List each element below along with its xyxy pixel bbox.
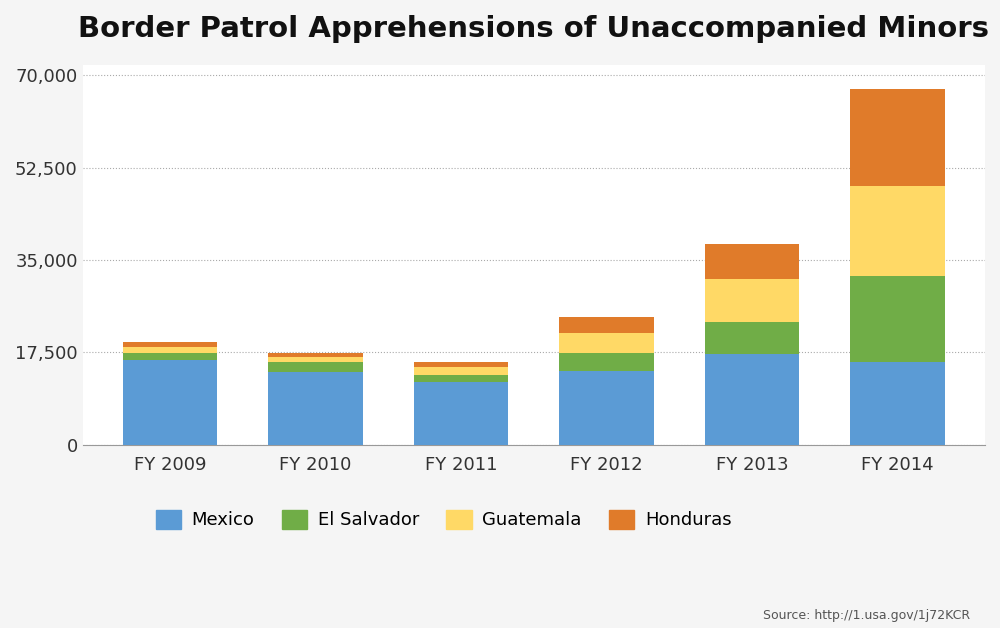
Bar bbox=[414, 382, 508, 445]
Bar bbox=[123, 347, 217, 353]
Bar bbox=[559, 354, 654, 371]
Bar bbox=[705, 354, 799, 445]
Bar bbox=[123, 342, 217, 347]
Bar bbox=[268, 372, 363, 445]
Bar bbox=[850, 89, 945, 186]
Bar bbox=[123, 353, 217, 359]
Bar bbox=[850, 362, 945, 445]
Bar bbox=[268, 357, 363, 362]
Bar bbox=[705, 322, 799, 354]
Bar bbox=[705, 279, 799, 322]
Bar bbox=[268, 362, 363, 372]
Bar bbox=[123, 359, 217, 445]
Bar bbox=[414, 375, 508, 382]
Bar bbox=[559, 371, 654, 445]
Text: Source: http://1.usa.gov/1j72KCR: Source: http://1.usa.gov/1j72KCR bbox=[763, 609, 970, 622]
Bar bbox=[850, 276, 945, 362]
Bar bbox=[559, 333, 654, 354]
Legend: Mexico, El Salvador, Guatemala, Honduras: Mexico, El Salvador, Guatemala, Honduras bbox=[148, 503, 739, 537]
Bar bbox=[414, 367, 508, 375]
Bar bbox=[850, 186, 945, 276]
Bar bbox=[414, 362, 508, 367]
Bar bbox=[559, 317, 654, 333]
Bar bbox=[268, 353, 363, 357]
Title: Border Patrol Apprehensions of Unaccompanied Minors: Border Patrol Apprehensions of Unaccompa… bbox=[78, 15, 989, 43]
Bar bbox=[705, 244, 799, 279]
